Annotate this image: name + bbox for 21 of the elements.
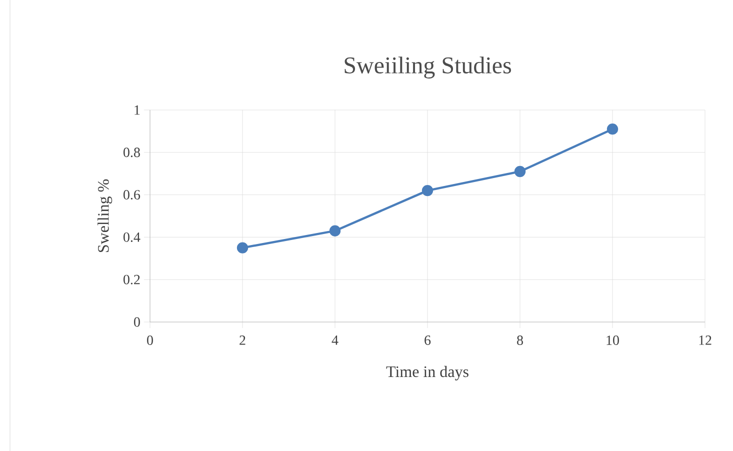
point [236, 242, 248, 254]
y-tick-label: 1 [134, 105, 140, 115]
point [606, 123, 618, 135]
y-tick-label: 0 [134, 317, 140, 327]
x-tick-label: 4 [332, 336, 338, 345]
y-tick-label: 0.8 [124, 148, 140, 158]
point [422, 184, 434, 196]
y-tick-label: 0.6 [124, 190, 140, 200]
point [514, 166, 526, 178]
y-tick-label: 0.4 [124, 232, 140, 242]
x-tick-label: 8 [517, 336, 523, 345]
x-tick-label: 6 [424, 336, 431, 345]
x-axis-title: Time in days [386, 366, 468, 380]
point [329, 225, 341, 236]
y-tick-label: 0.2 [124, 274, 140, 284]
x-tick-label: 10 [606, 336, 619, 345]
x-tick-label: 2 [240, 336, 246, 345]
x-tick-label: 12 [699, 336, 712, 345]
chart-title: Sweiiling Studies [344, 56, 511, 78]
x-tick-label: 0 [147, 336, 153, 345]
y-axis-title: Swelling % [98, 179, 112, 252]
